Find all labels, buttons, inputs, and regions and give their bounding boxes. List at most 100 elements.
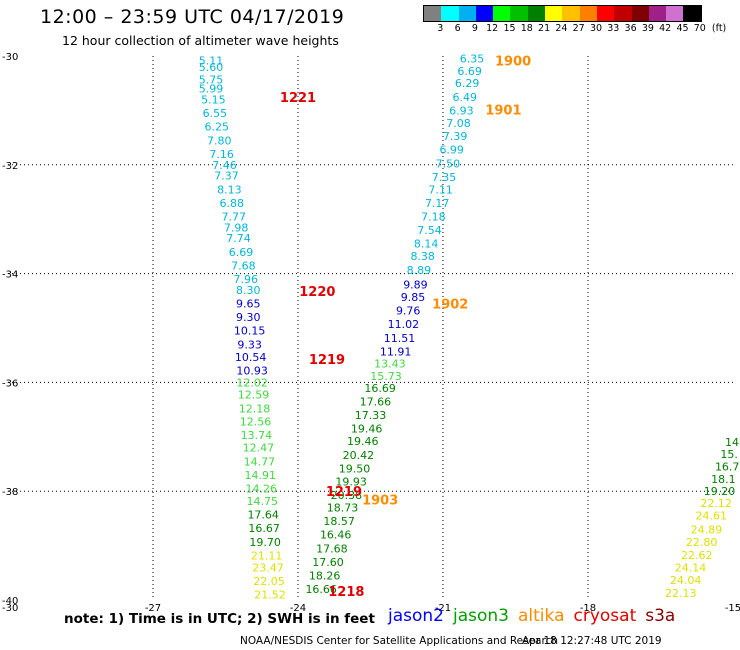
- pass-id-label: 1219: [309, 353, 345, 368]
- y-tick-label: -34: [2, 270, 18, 281]
- wave-height-value: 16.7: [715, 461, 740, 474]
- footer-note: note: 1) Time is in UTC; 2) SWH is in fe…: [64, 611, 375, 627]
- wave-height-value: 13.43: [374, 357, 406, 370]
- wave-height-value: 20.42: [343, 449, 375, 462]
- wave-height-value: 8.30: [236, 284, 261, 297]
- wave-height-value: 18.73: [327, 502, 359, 515]
- y-tick-label: -36: [2, 378, 18, 389]
- wave-height-value: 11.91: [380, 345, 412, 358]
- colorbar-tick-label: 21: [538, 23, 551, 34]
- wave-height-value: 5.99: [199, 83, 224, 96]
- colorbar-tick-label: 70: [693, 23, 706, 34]
- pass-id-label: 1220: [299, 285, 335, 300]
- wave-height-value: 17.66: [360, 395, 392, 408]
- wave-height-value: 16.46: [320, 529, 352, 542]
- wave-height-value: 10.54: [235, 351, 267, 364]
- x-tick-label: -24: [290, 603, 306, 614]
- wave-height-value: 7.50: [436, 158, 461, 171]
- wave-height-value: 8.14: [414, 238, 439, 251]
- pass-id-label: 1901: [485, 103, 521, 118]
- wave-height-value: 12.59: [238, 388, 270, 401]
- colorbar-swatch: [458, 6, 476, 21]
- wave-height-value: 17.68: [316, 542, 348, 555]
- wave-height-value: 14: [725, 436, 739, 449]
- wave-height-value: 19.50: [339, 462, 371, 475]
- wave-height-value: 9.85: [401, 291, 426, 304]
- wave-height-value: 6.25: [205, 121, 230, 134]
- colorbar-swatch: [424, 6, 442, 21]
- wave-height-value: 9.89: [403, 278, 428, 291]
- wave-height-value: 6.49: [453, 91, 478, 104]
- wave-height-value: 19.46: [347, 435, 379, 448]
- page-subtitle: 12 hour collection of altimeter wave hei…: [62, 33, 339, 48]
- wave-height-value: 7.08: [446, 117, 471, 130]
- wave-height-value: 16.67: [248, 522, 280, 535]
- wave-height-value: 7.18: [421, 210, 446, 223]
- wave-height-value: 6.69: [457, 65, 482, 78]
- colorbar-tick-label: 30: [589, 23, 603, 34]
- wave-height-value: 19.46: [351, 423, 383, 436]
- colorbar-swatch: [527, 6, 546, 21]
- pass-id-label: 1218: [328, 585, 364, 600]
- colorbar-tick-label: 36: [624, 23, 637, 34]
- colorbar-swatch: [493, 6, 511, 21]
- wave-height-value: 7.77: [221, 210, 246, 223]
- colorbar-tick-label: 24: [555, 23, 568, 34]
- wave-height-value: 11.51: [384, 332, 416, 345]
- wave-height-value: 9.76: [396, 305, 421, 318]
- wave-height-value: 6.88: [220, 197, 245, 210]
- pass-id-label: 1903: [362, 493, 398, 508]
- wave-height-value: 7.80: [207, 134, 232, 147]
- satellite-legend: jason2 jason3 altika cryosat s3a: [388, 606, 684, 626]
- y-tick-label: -30: [2, 52, 18, 63]
- legend-item-s3a: s3a: [645, 606, 676, 626]
- colorbar-swatch: [441, 6, 459, 21]
- wave-height-value: 16.66: [305, 583, 337, 596]
- colorbar-tick-label: 42: [659, 23, 672, 34]
- wave-height-value: 10.93: [236, 364, 268, 377]
- colorbar-swatch: [666, 6, 684, 21]
- pass-id-label: 1902: [432, 298, 468, 313]
- colorbar-swatch: [683, 6, 701, 21]
- wave-height-value: 7.11: [428, 183, 453, 196]
- wave-height-value: 14.77: [244, 455, 276, 468]
- wave-height-value: 12.56: [240, 416, 272, 429]
- wave-height-value: 22.13: [665, 587, 697, 600]
- wave-height-value: 18.26: [309, 570, 341, 583]
- wave-height-value: 7.98: [224, 221, 249, 234]
- legend-item-altika: altika: [518, 606, 565, 626]
- wave-height-value: 12.18: [239, 403, 271, 416]
- pass-id-label: 1219: [326, 485, 362, 500]
- credit-line: NOAA/NESDIS Center for Satellite Applica…: [240, 635, 558, 647]
- wave-height-value: 6.35: [460, 53, 485, 66]
- wave-height-value: 23.47: [252, 561, 284, 574]
- wave-height-value: 18.1: [711, 473, 736, 486]
- wave-height-value: 7.17: [425, 197, 450, 210]
- x-tick-label: -15: [725, 603, 740, 614]
- colorbar-tick-label: 6: [454, 23, 461, 34]
- wave-height-value: 5.11: [199, 54, 224, 67]
- wave-height-value: 6.93: [449, 104, 474, 117]
- wave-height-value: 7.37: [214, 170, 239, 183]
- x-tick-label: -21: [435, 603, 451, 614]
- colorbar-swatch: [510, 6, 528, 21]
- wave-height-value: 17.64: [247, 509, 279, 522]
- wave-height-value: 11.02: [388, 318, 420, 331]
- y-tick-label: -38: [2, 487, 18, 498]
- wave-height-value: 9.33: [237, 338, 262, 351]
- colorbar-swatch: [579, 6, 597, 21]
- legend-item-cryosat: cryosat: [573, 606, 637, 626]
- wave-height-value: 12.02: [236, 376, 268, 389]
- wave-height-value: 7.68: [231, 259, 256, 272]
- wave-height-value: 10.15: [234, 325, 266, 338]
- wave-height-value: 24.14: [675, 561, 707, 574]
- page-title: 12:00 – 23:59 UTC 04/17/2019: [40, 6, 345, 28]
- wave-height-value: 7.39: [443, 130, 468, 143]
- wave-height-value: 19.93: [335, 475, 367, 488]
- pass-id-label: 1900: [495, 54, 531, 69]
- colorbar-tick-label: 45: [676, 23, 689, 34]
- colorbar-tick-label: 12: [486, 23, 499, 34]
- colorbar-swatch: [545, 6, 563, 21]
- wave-height-value: 14.26: [246, 482, 278, 495]
- wave-height-value: 18.57: [323, 515, 355, 528]
